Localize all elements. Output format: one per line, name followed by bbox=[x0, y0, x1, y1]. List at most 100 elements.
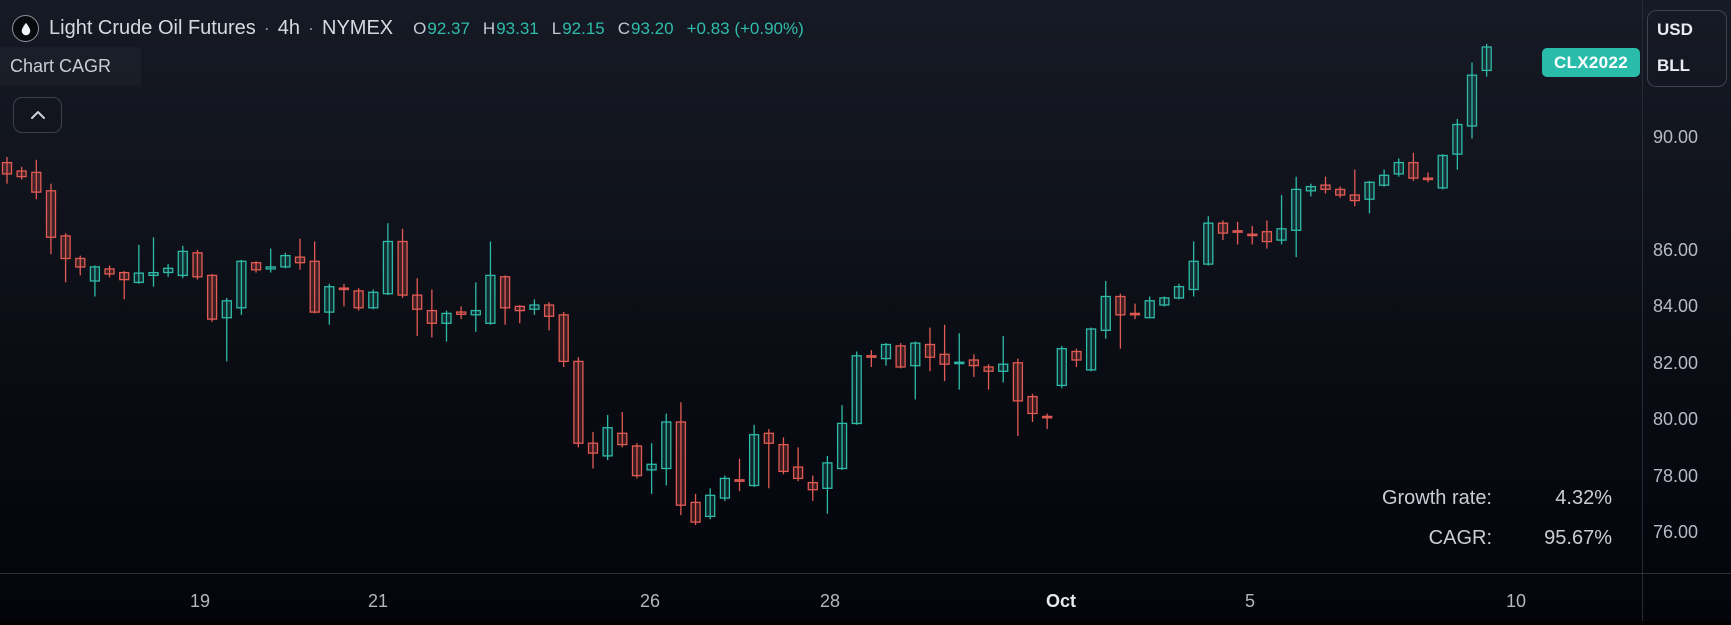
price-axis-label: 78.00 bbox=[1653, 466, 1699, 486]
candle-body bbox=[1305, 185, 1317, 192]
interval-label[interactable]: 4h bbox=[277, 17, 301, 39]
candle-body bbox=[514, 305, 525, 312]
candle-body bbox=[177, 250, 188, 277]
candle-body bbox=[954, 361, 965, 365]
time-axis-label: 26 bbox=[639, 591, 661, 611]
candle-body bbox=[1027, 395, 1038, 415]
candle-body bbox=[631, 445, 643, 477]
candle-body bbox=[1466, 74, 1478, 127]
price-axis-label: 86.00 bbox=[1653, 240, 1699, 260]
candle-body bbox=[1437, 154, 1448, 189]
candle-body bbox=[1085, 328, 1097, 371]
candle-body bbox=[1408, 161, 1419, 179]
growth-rate-value: 4.32% bbox=[1555, 487, 1612, 509]
candle-body bbox=[661, 421, 672, 470]
time-axis[interactable]: 19 21 26 28 Oct 5 10 bbox=[0, 574, 1731, 621]
candle-body bbox=[836, 422, 848, 470]
candle-body bbox=[763, 432, 774, 444]
candle-body bbox=[705, 494, 716, 518]
candle-body bbox=[1276, 228, 1287, 241]
stats-block: Growth rate: 4.32% CAGR: 95.67% bbox=[1382, 478, 1612, 558]
time-axis-label: 28 bbox=[819, 591, 841, 611]
candle-body bbox=[558, 314, 569, 363]
candle-body bbox=[1217, 222, 1229, 234]
time-axis-separator bbox=[0, 573, 1731, 574]
candle-body bbox=[1232, 230, 1243, 233]
candle-body bbox=[587, 442, 599, 454]
candle-body bbox=[734, 479, 745, 482]
price-axis-label: 84.00 bbox=[1653, 296, 1699, 316]
candle-body bbox=[1291, 188, 1302, 231]
exchange-label: NYMEX bbox=[322, 17, 394, 39]
candle-body bbox=[851, 355, 862, 425]
title-separator: · bbox=[263, 18, 270, 38]
time-axis-label: 19 bbox=[189, 591, 211, 611]
candle-body bbox=[45, 190, 57, 238]
candle-body bbox=[1335, 188, 1346, 196]
ohlc-open: O 92.37 bbox=[413, 18, 470, 38]
price-axis-label: 80.00 bbox=[1653, 409, 1699, 429]
candle-body bbox=[294, 256, 306, 264]
candle-body bbox=[983, 366, 994, 372]
time-axis-label: 21 bbox=[367, 591, 389, 611]
candle-body bbox=[1203, 222, 1214, 265]
candle-body bbox=[1481, 46, 1492, 72]
candle-body bbox=[1056, 348, 1067, 387]
candle-body bbox=[441, 312, 452, 324]
candle-body bbox=[265, 266, 276, 270]
candle-body bbox=[206, 274, 218, 320]
candle-body bbox=[924, 343, 936, 358]
candle-body bbox=[192, 252, 203, 278]
candle-body bbox=[485, 274, 496, 324]
candle-body bbox=[1364, 181, 1375, 200]
time-axis-label: 5 bbox=[1244, 591, 1256, 611]
growth-rate-label: Growth rate: bbox=[1381, 487, 1492, 509]
chevron-up-icon bbox=[30, 111, 45, 119]
collapse-button[interactable] bbox=[13, 97, 62, 133]
candle-body bbox=[1012, 362, 1024, 402]
candle-body bbox=[31, 171, 42, 193]
candle-body bbox=[807, 481, 818, 491]
candle-body bbox=[1452, 123, 1463, 155]
candle-body bbox=[133, 272, 144, 284]
ohlc-close: C 93.20 bbox=[617, 18, 674, 38]
candle-body bbox=[280, 254, 291, 268]
currency-toggle[interactable]: USD bbox=[1657, 20, 1693, 39]
cagr-value: 95.67% bbox=[1544, 527, 1612, 549]
candle-body bbox=[353, 290, 364, 309]
candle-body bbox=[89, 266, 101, 282]
oil-drop-icon bbox=[12, 15, 39, 42]
candle-body bbox=[1144, 300, 1155, 319]
candle-body bbox=[543, 304, 555, 317]
candle-body bbox=[529, 304, 540, 310]
candle-body bbox=[1129, 312, 1141, 316]
candle-body bbox=[499, 276, 511, 309]
candle-body bbox=[236, 260, 247, 309]
price-axis-label: 82.00 bbox=[1653, 353, 1699, 373]
candle-body bbox=[338, 287, 350, 291]
candle-body bbox=[968, 359, 980, 367]
price-axis[interactable]: 90.00 86.00 84.00 82.00 80.00 78.00 76.00 bbox=[1643, 0, 1731, 573]
candle-body bbox=[822, 462, 833, 489]
symbol-name[interactable]: Light Crude Oil Futures bbox=[49, 17, 256, 39]
indicator-legend[interactable]: Chart CAGR bbox=[0, 47, 141, 85]
ohlc-low: L 92.15 bbox=[551, 18, 605, 38]
candle-body bbox=[910, 342, 921, 367]
time-axis-label: 10 bbox=[1505, 591, 1527, 611]
cagr-label: CAGR: bbox=[1428, 527, 1492, 549]
candle-body bbox=[792, 466, 804, 480]
candle-body bbox=[866, 355, 877, 358]
candle-body bbox=[1422, 177, 1434, 181]
unit-toggle[interactable]: BLL bbox=[1657, 56, 1691, 75]
candle-body bbox=[1071, 350, 1082, 361]
candle-body bbox=[1349, 194, 1360, 202]
candle-body bbox=[617, 432, 628, 446]
candle-body bbox=[1188, 260, 1199, 291]
oil-drop-glyph bbox=[21, 22, 30, 35]
candles-canvas[interactable] bbox=[0, 0, 1642, 573]
candle-body bbox=[939, 353, 950, 365]
contract-badge[interactable]: CLX2022 bbox=[1542, 48, 1640, 77]
candle-body bbox=[397, 240, 408, 296]
candle-body bbox=[104, 268, 115, 275]
